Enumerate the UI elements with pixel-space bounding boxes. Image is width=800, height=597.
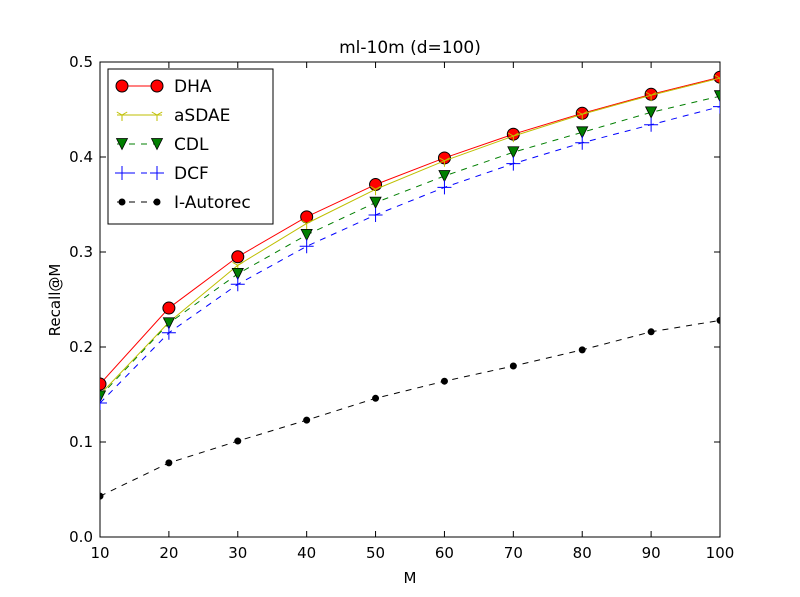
- data-point: [100, 390, 107, 403]
- data-point: [645, 91, 657, 102]
- data-point: [230, 277, 245, 292]
- legend-marker: [151, 111, 163, 121]
- data-point: [299, 239, 314, 254]
- data-point: [507, 146, 520, 159]
- legend-marker: [150, 79, 164, 93]
- series-line: [100, 95, 720, 397]
- series-line: [100, 106, 720, 404]
- data-point: [300, 228, 313, 242]
- x-tick-label: 10: [90, 544, 109, 562]
- series-cdl: [100, 90, 720, 403]
- x-tick-label: 80: [573, 544, 592, 562]
- data-point: [716, 316, 720, 324]
- legend: DHA aSDAE CDL DCF I-Autorec: [107, 68, 274, 225]
- x-tick-label: 30: [228, 544, 247, 562]
- plot-area: 10 20 30 40 50 60 70 80 90 100 0.0 0.1 0.2 0.3 0.4 0.5: [69, 53, 734, 562]
- series-line: [100, 77, 720, 395]
- series-line: [100, 319, 720, 497]
- legend-marker: [115, 138, 129, 151]
- data-point: [575, 135, 590, 150]
- data-point: [576, 110, 588, 121]
- legend-label: DCF: [174, 164, 209, 184]
- legend-marker: [153, 198, 161, 206]
- data-point: [647, 328, 655, 336]
- legend-marker: [115, 79, 129, 93]
- data-point: [100, 396, 107, 411]
- data-point: [100, 377, 107, 391]
- x-tick-label: 40: [297, 544, 316, 562]
- y-tick-label: 0.0: [69, 528, 93, 546]
- x-tick-label: 90: [642, 544, 661, 562]
- legend-box: [107, 68, 274, 225]
- legend-marker: [150, 166, 164, 180]
- data-point: [713, 90, 720, 103]
- data-point: [372, 394, 380, 402]
- legend-label: aSDAE: [174, 106, 230, 126]
- data-point: [165, 459, 173, 467]
- y-tick-label: 0.3: [69, 243, 93, 261]
- data-point: [507, 132, 519, 143]
- y-axis-label: Recall@M: [46, 264, 64, 337]
- data-point: [438, 170, 451, 183]
- data-point: [440, 377, 448, 385]
- y-tick-label: 0.1: [69, 433, 93, 451]
- data-point: [437, 180, 452, 195]
- legend-label: I-Autorec: [174, 193, 251, 213]
- plot-frame: [99, 61, 721, 538]
- legend-label: DHA: [174, 77, 212, 97]
- series-line: [100, 76, 720, 385]
- legend-marker: [118, 198, 126, 206]
- data-point: [231, 250, 245, 264]
- data-point: [368, 207, 383, 222]
- y-tick-label: 0.2: [69, 338, 93, 356]
- data-point: [578, 346, 586, 354]
- x-axis-label: M: [404, 569, 417, 587]
- x-tick-label: 100: [706, 544, 735, 562]
- series-i-autorec: [100, 316, 720, 500]
- data-point: [162, 317, 176, 330]
- data-point: [438, 157, 450, 167]
- legend-marker: [116, 111, 128, 121]
- data-point: [301, 220, 313, 230]
- x-tick-label: 20: [159, 544, 178, 562]
- legend-marker: [150, 138, 164, 151]
- data-point: [714, 74, 720, 85]
- data-point: [300, 210, 314, 224]
- data-point: [231, 267, 244, 281]
- legend-label: CDL: [174, 135, 209, 155]
- series-dcf: [100, 99, 720, 411]
- series-dha: [100, 70, 720, 391]
- y-tick-label: 0.4: [69, 148, 93, 166]
- data-point: [509, 362, 517, 370]
- data-point: [303, 416, 311, 424]
- chart-title: ml-10m (d=100): [339, 38, 481, 58]
- data-point: [162, 301, 176, 315]
- x-tick-label: 60: [435, 544, 454, 562]
- data-point: [369, 196, 382, 209]
- data-point: [713, 99, 720, 114]
- x-tick-label: 70: [504, 544, 523, 562]
- data-point: [644, 117, 659, 132]
- data-point: [506, 156, 521, 171]
- data-point: [644, 106, 658, 119]
- data-point: [576, 126, 589, 139]
- data-point: [234, 437, 242, 445]
- data-point: [713, 70, 720, 84]
- x-tick-label: 50: [366, 544, 385, 562]
- y-tick-label: 0.5: [69, 53, 93, 71]
- data-point: [370, 185, 382, 196]
- data-point: [100, 492, 104, 500]
- legend-marker: [115, 166, 129, 180]
- data-point: [161, 325, 176, 340]
